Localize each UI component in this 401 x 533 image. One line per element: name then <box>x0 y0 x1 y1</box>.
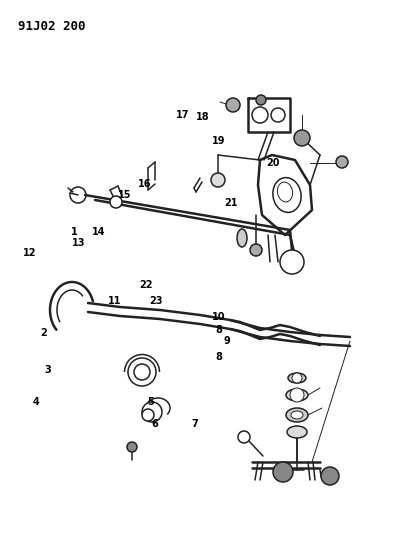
Ellipse shape <box>288 373 306 383</box>
Text: 22: 22 <box>140 280 153 290</box>
Ellipse shape <box>291 411 303 419</box>
Text: 19: 19 <box>212 136 225 146</box>
Circle shape <box>127 442 137 452</box>
Circle shape <box>294 130 310 146</box>
Text: 15: 15 <box>117 190 131 199</box>
Text: 20: 20 <box>266 158 279 167</box>
Text: 8: 8 <box>215 326 222 335</box>
Text: 21: 21 <box>224 198 237 207</box>
Text: 17: 17 <box>176 110 189 119</box>
Text: 2: 2 <box>41 328 47 338</box>
Text: 12: 12 <box>23 248 37 258</box>
Circle shape <box>271 108 285 122</box>
Text: 91J02 200: 91J02 200 <box>18 20 85 33</box>
Circle shape <box>226 98 240 112</box>
Circle shape <box>256 95 266 105</box>
Circle shape <box>128 358 156 386</box>
Text: 18: 18 <box>196 112 209 122</box>
Circle shape <box>252 107 268 123</box>
Text: 1: 1 <box>71 227 77 237</box>
Text: 5: 5 <box>147 398 154 407</box>
Circle shape <box>142 402 162 422</box>
Circle shape <box>280 250 304 274</box>
Circle shape <box>238 431 250 443</box>
Ellipse shape <box>286 389 308 401</box>
Text: 4: 4 <box>33 398 39 407</box>
Ellipse shape <box>237 229 247 247</box>
Ellipse shape <box>287 426 307 438</box>
Ellipse shape <box>286 408 308 422</box>
Circle shape <box>134 364 150 380</box>
Circle shape <box>336 156 348 168</box>
Text: 11: 11 <box>107 296 121 306</box>
Text: 6: 6 <box>151 419 158 429</box>
Circle shape <box>250 244 262 256</box>
Circle shape <box>110 196 122 208</box>
Circle shape <box>290 388 304 402</box>
Circle shape <box>292 373 302 383</box>
Circle shape <box>273 462 293 482</box>
Text: 10: 10 <box>212 312 225 322</box>
Text: 9: 9 <box>223 336 230 346</box>
Text: 3: 3 <box>45 366 51 375</box>
Text: 8: 8 <box>215 352 222 362</box>
Text: 23: 23 <box>150 296 163 306</box>
Text: 14: 14 <box>91 227 105 237</box>
Circle shape <box>142 409 154 421</box>
Text: 16: 16 <box>138 179 151 189</box>
Text: 7: 7 <box>191 419 198 429</box>
Text: 13: 13 <box>71 238 85 247</box>
Circle shape <box>321 467 339 485</box>
Circle shape <box>211 173 225 187</box>
